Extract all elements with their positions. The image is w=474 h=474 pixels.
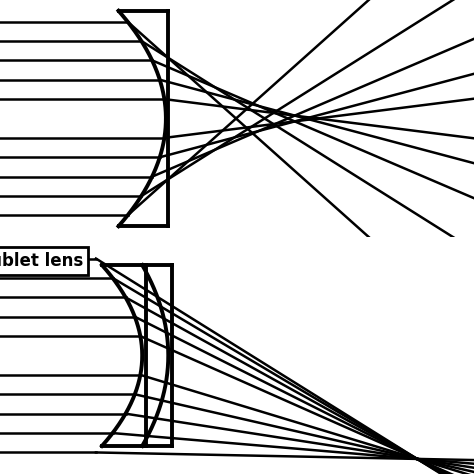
Text: Doublet lens: Doublet lens <box>0 252 83 270</box>
